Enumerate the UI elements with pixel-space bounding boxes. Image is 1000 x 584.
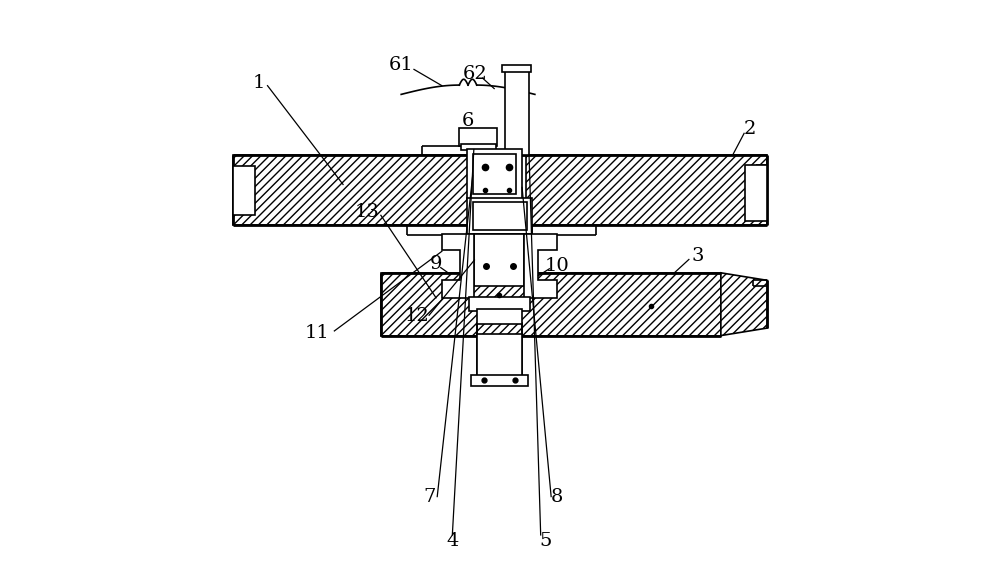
Text: 12: 12	[405, 307, 430, 325]
Text: 1: 1	[253, 74, 265, 92]
Polygon shape	[233, 155, 468, 225]
Polygon shape	[381, 273, 721, 336]
Bar	[745, 165, 767, 221]
Text: 11: 11	[305, 324, 329, 342]
Text: 13: 13	[355, 203, 380, 221]
Text: 4: 4	[446, 532, 459, 550]
Bar	[473, 202, 527, 230]
Polygon shape	[526, 155, 767, 225]
Text: 7: 7	[423, 488, 435, 506]
Bar	[467, 198, 532, 234]
Bar	[478, 238, 520, 281]
Bar	[233, 166, 255, 215]
Polygon shape	[506, 71, 528, 154]
Bar	[502, 65, 531, 72]
Polygon shape	[478, 336, 520, 375]
Text: 2: 2	[744, 120, 756, 138]
Text: 10: 10	[545, 257, 569, 275]
Text: 8: 8	[551, 488, 563, 506]
Text: 5: 5	[539, 532, 552, 550]
Text: 61: 61	[389, 56, 414, 74]
Bar	[473, 154, 516, 194]
Polygon shape	[721, 273, 767, 336]
Bar	[471, 374, 528, 386]
Bar	[505, 69, 529, 155]
Bar	[477, 323, 522, 336]
Bar	[467, 149, 522, 199]
Text: 9: 9	[430, 255, 442, 273]
Bar	[459, 128, 497, 145]
Bar	[469, 297, 530, 311]
Bar	[477, 335, 522, 376]
Bar	[474, 234, 524, 286]
Text: 62: 62	[463, 65, 488, 83]
Bar	[477, 310, 522, 324]
Polygon shape	[442, 234, 474, 298]
Text: 3: 3	[691, 247, 704, 265]
Bar	[461, 144, 496, 150]
Text: 6: 6	[462, 112, 474, 130]
Polygon shape	[524, 234, 557, 298]
